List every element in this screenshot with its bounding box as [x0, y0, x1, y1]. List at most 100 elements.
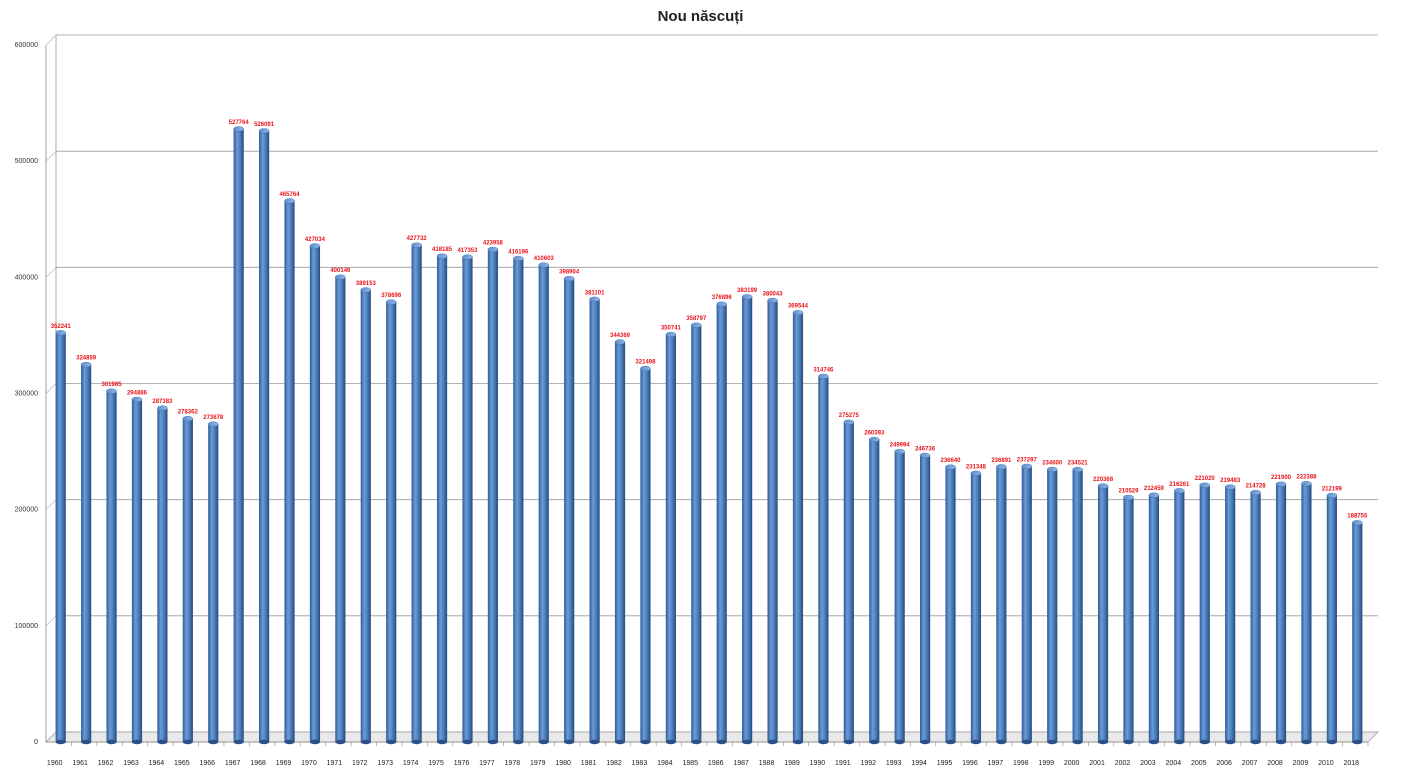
- data-label: 219483: [1220, 478, 1241, 484]
- x-tick-label: 1994: [911, 760, 927, 767]
- x-tick-label: 2008: [1267, 760, 1283, 767]
- bar: [1352, 522, 1363, 742]
- bar: [1148, 495, 1159, 742]
- data-label: 314746: [813, 367, 834, 373]
- bar-cap: [360, 287, 372, 293]
- data-label: 381101: [585, 290, 605, 296]
- bar-cap: [309, 243, 321, 249]
- bar-base: [538, 739, 549, 745]
- bar-base: [1301, 739, 1312, 745]
- x-tick-label: 2000: [1064, 760, 1080, 767]
- data-label: 526091: [254, 122, 275, 128]
- data-label: 214728: [1246, 484, 1267, 490]
- data-label: 273678: [203, 415, 224, 421]
- bar-base: [106, 739, 117, 745]
- y-tick-label: 0: [34, 739, 38, 746]
- data-label: 234521: [1068, 461, 1089, 467]
- bar: [589, 299, 600, 742]
- bar-base: [233, 739, 244, 745]
- x-tick-label: 1965: [174, 760, 190, 767]
- data-label: 234600: [1042, 460, 1063, 466]
- bar-cap: [945, 464, 956, 470]
- x-tick-label: 2003: [1140, 760, 1156, 767]
- bar-base: [792, 739, 804, 745]
- bar-cap: [640, 365, 651, 372]
- bar-base: [589, 739, 600, 745]
- data-label: 380043: [763, 292, 784, 298]
- bar-base: [614, 739, 626, 745]
- bar-base: [1199, 739, 1210, 745]
- x-tick-label: 1986: [708, 760, 724, 767]
- bar: [894, 451, 905, 742]
- data-label: 216261: [1169, 482, 1190, 488]
- bar-base: [411, 739, 422, 745]
- x-tick-label: 1984: [657, 760, 673, 767]
- x-tick-label: 1974: [403, 760, 419, 767]
- x-tick-label: 1995: [937, 760, 953, 767]
- bar-base: [1352, 739, 1363, 745]
- data-label: 246736: [915, 446, 936, 452]
- bar: [970, 473, 982, 742]
- bar-cap: [1301, 481, 1312, 487]
- bar: [55, 332, 66, 742]
- bar-base: [208, 739, 219, 745]
- gridline-side: [45, 34, 57, 46]
- data-label: 221900: [1271, 475, 1292, 481]
- bar: [157, 408, 168, 742]
- x-tick-label: 1970: [301, 760, 317, 767]
- bar-base: [869, 739, 880, 745]
- data-label: 278362: [178, 410, 199, 416]
- bar-base: [996, 739, 1007, 745]
- bar: [538, 265, 549, 742]
- bar: [1326, 495, 1337, 742]
- data-label: 212459: [1144, 486, 1165, 492]
- gridline-side: [45, 383, 57, 394]
- bar-cap: [614, 339, 626, 345]
- bar: [1250, 492, 1261, 742]
- bar: [920, 455, 931, 742]
- x-tick-label: 1996: [962, 760, 978, 767]
- x-tick-label: 1966: [199, 760, 215, 767]
- bar-cap: [1352, 520, 1363, 526]
- bar: [869, 439, 880, 742]
- bar-base: [386, 739, 397, 745]
- bar-base: [513, 739, 524, 745]
- bar-cap: [80, 362, 92, 368]
- bar-base: [335, 739, 346, 745]
- bar: [665, 334, 676, 742]
- bar: [1072, 469, 1083, 742]
- bar-cap: [665, 331, 677, 338]
- data-label: 344369: [610, 333, 631, 339]
- bar-base: [1123, 739, 1134, 745]
- data-label: 249994: [890, 443, 911, 449]
- bar-base: [182, 739, 193, 745]
- bar-base: [1072, 739, 1083, 745]
- bar-base: [81, 739, 92, 745]
- bar-cap: [1123, 494, 1134, 501]
- bar-base: [1148, 739, 1159, 745]
- bar-cap: [1148, 492, 1160, 498]
- x-tick-label: 1978: [505, 760, 521, 767]
- bar: [1123, 497, 1134, 742]
- data-label: 410603: [534, 256, 555, 262]
- x-tick-label: 1981: [581, 760, 597, 767]
- bar-cap: [767, 297, 778, 304]
- bar-base: [131, 739, 143, 745]
- bar: [742, 296, 753, 742]
- bar: [1301, 483, 1312, 742]
- x-tick-label: 1964: [149, 760, 165, 767]
- bar-cap: [1326, 492, 1338, 499]
- bar: [259, 130, 270, 743]
- bar-base: [487, 739, 498, 745]
- bar-cap: [691, 322, 702, 328]
- x-tick-label: 1969: [276, 760, 292, 767]
- x-tick-label: 1993: [886, 760, 902, 767]
- bar: [411, 245, 422, 743]
- bar-base: [920, 739, 931, 745]
- bar: [996, 466, 1007, 742]
- bar-cap: [563, 276, 575, 282]
- bar-base: [1021, 739, 1032, 745]
- bar-base: [55, 739, 66, 745]
- bar: [513, 258, 524, 742]
